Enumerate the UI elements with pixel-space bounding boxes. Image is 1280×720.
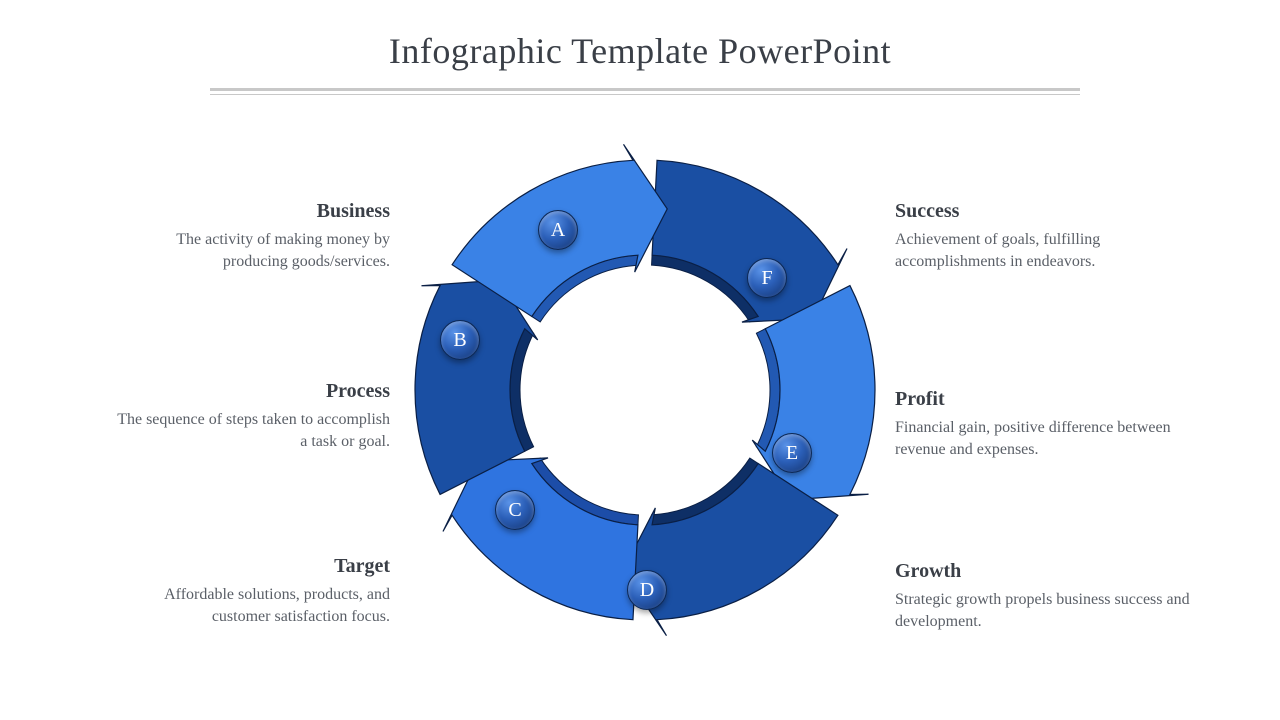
label-desc: Achievement of goals, fulfilling accompl… bbox=[895, 229, 1195, 272]
label-heading: Profit bbox=[895, 388, 1195, 411]
label-right-2: Growth Strategic growth propels business … bbox=[895, 560, 1195, 632]
badge-D: D bbox=[627, 570, 667, 610]
badge-E: E bbox=[772, 433, 812, 473]
label-right-1: Profit Financial gain, positive differenc… bbox=[895, 388, 1195, 460]
label-heading: Target bbox=[110, 555, 390, 578]
circular-process-diagram bbox=[415, 160, 875, 620]
badge-A: A bbox=[538, 210, 578, 250]
cycle-segment-F bbox=[415, 160, 875, 620]
label-heading: Growth bbox=[895, 560, 1195, 583]
label-left-0: Business The activity of making money by … bbox=[110, 200, 390, 272]
label-desc: The activity of making money by producin… bbox=[110, 229, 390, 272]
badge-B: B bbox=[440, 320, 480, 360]
label-heading: Success bbox=[895, 200, 1195, 223]
label-desc: Affordable solutions, products, and cust… bbox=[110, 584, 390, 627]
title-divider bbox=[210, 88, 1080, 95]
label-desc: Financial gain, positive difference betw… bbox=[895, 417, 1195, 460]
label-heading: Business bbox=[110, 200, 390, 223]
label-desc: Strategic growth propels business succes… bbox=[895, 589, 1195, 632]
slide-title: Infographic Template PowerPoint bbox=[0, 30, 1280, 72]
label-heading: Process bbox=[110, 380, 390, 403]
label-right-0: Success Achievement of goals, fulfilling … bbox=[895, 200, 1195, 272]
badge-F: F bbox=[747, 258, 787, 298]
badge-C: C bbox=[495, 490, 535, 530]
label-left-1: Process The sequence of steps taken to ac… bbox=[110, 380, 390, 452]
label-left-2: Target Affordable solutions, products, an… bbox=[110, 555, 390, 627]
label-desc: The sequence of steps taken to accomplis… bbox=[110, 409, 390, 452]
